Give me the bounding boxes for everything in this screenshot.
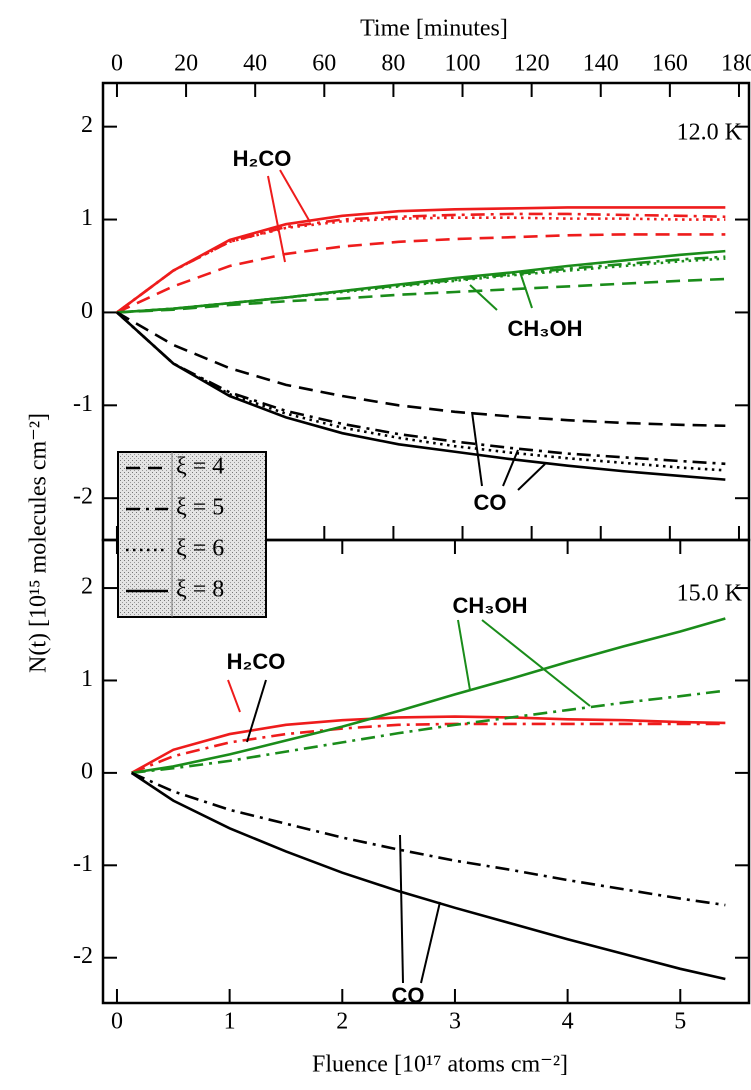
x2-tick-label: 60 (312, 51, 336, 77)
leader (469, 284, 498, 311)
y-tick-label: -1 (73, 851, 93, 877)
series-line (130, 715, 726, 775)
legend-label: ξ = 5 (176, 495, 224, 521)
series-line (116, 311, 726, 472)
leader (471, 411, 483, 487)
leader (481, 619, 591, 707)
y-tick-label: 2 (81, 112, 93, 138)
x-tick-label: 4 (562, 1009, 574, 1035)
leader (246, 679, 267, 743)
leader (420, 901, 441, 984)
annotation: 12.0 K (677, 120, 743, 146)
series-line (116, 311, 726, 481)
x2-tick-label: 0 (111, 51, 123, 77)
x2-tick-label: 20 (174, 51, 198, 77)
series-line (116, 249, 726, 314)
series-line (116, 311, 726, 428)
x-axis-label: Fluence [10¹⁷ atoms cm⁻²] (312, 1052, 568, 1078)
legend-label: ξ = 4 (176, 454, 224, 480)
y-tick-label: 2 (81, 574, 93, 600)
x-tick-label: 0 (111, 1009, 123, 1035)
series-line (116, 255, 726, 314)
leader (227, 679, 241, 713)
legend-label: ξ = 6 (176, 536, 224, 562)
series-line (131, 689, 726, 775)
y-tick-label: 1 (81, 666, 93, 692)
x2-tick-label: 160 (652, 51, 688, 77)
y-axis-label: N(t) [10¹⁵ molecules cm⁻²] (26, 413, 52, 673)
x2-tick-label: 140 (583, 51, 619, 77)
leader (279, 169, 311, 223)
legend-label: ξ = 8 (176, 577, 224, 603)
series-line (130, 771, 726, 981)
leader (267, 175, 286, 263)
legend-box (117, 451, 267, 618)
series-line (131, 771, 726, 907)
series-line (116, 311, 726, 466)
y-tick-label: -2 (73, 943, 93, 969)
annotation: CO (474, 490, 507, 515)
x2-tick-label: 40 (243, 51, 267, 77)
x2-tick-label: 120 (514, 51, 550, 77)
x-tick-label: 1 (224, 1009, 236, 1035)
legend: ξ = 4 ξ = 5 ξ = 6 ξ = 8 (117, 451, 267, 618)
series-line (116, 206, 726, 314)
x2-tick-label: 100 (445, 51, 481, 77)
leader-lines (227, 169, 591, 984)
leader (399, 834, 404, 984)
series-line (131, 722, 726, 775)
annotation: H₂CO (233, 146, 292, 171)
y-tick-label: -1 (73, 391, 93, 417)
leader (502, 449, 519, 487)
x-tick-label: 5 (674, 1009, 686, 1035)
x-tick-label: 3 (449, 1009, 461, 1035)
annotation: 15.0 K (677, 581, 743, 607)
leader (517, 463, 546, 491)
annotation: H₂CO (227, 649, 286, 674)
series-line (116, 212, 726, 314)
y-tick-label: 0 (81, 758, 93, 784)
series-line (116, 216, 726, 314)
y-tick-label: 0 (81, 298, 93, 324)
x2-tick-label: 180 (721, 51, 751, 77)
x2-axis-label: Time [minutes] (360, 16, 508, 42)
plot-frame (101, 538, 751, 1005)
y-tick-label: -2 (73, 484, 93, 510)
annotation: CO (392, 983, 425, 1008)
y-tick-label: 1 (81, 205, 93, 231)
series-line (116, 233, 726, 314)
leader (457, 619, 471, 691)
annotation: CH₃OH (508, 316, 583, 341)
leader (519, 271, 533, 309)
annotation: CH₃OH (453, 593, 528, 618)
series-line (116, 257, 726, 314)
series-line (131, 617, 726, 775)
x-tick-label: 2 (336, 1009, 348, 1035)
series-line (116, 277, 726, 314)
x2-tick-label: 80 (381, 51, 405, 77)
